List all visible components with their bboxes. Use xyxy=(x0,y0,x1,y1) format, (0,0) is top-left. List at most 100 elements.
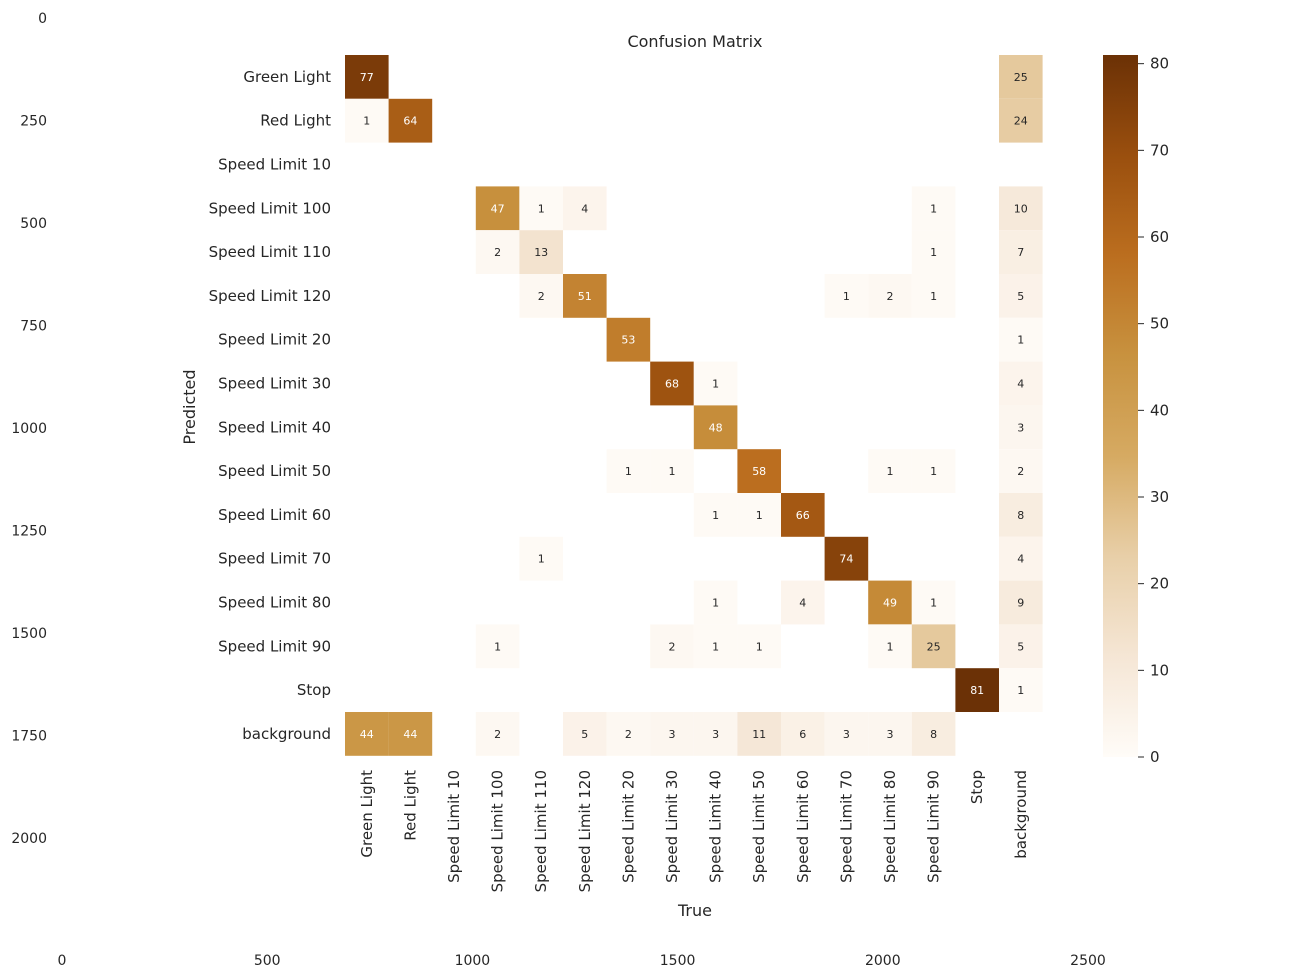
heatmap-cell xyxy=(868,624,912,669)
x-tick-label: background xyxy=(1012,770,1030,859)
cell-value-label: 4 xyxy=(581,202,588,215)
heatmap-cell xyxy=(999,449,1043,493)
cell-value-label: 1 xyxy=(494,640,501,653)
cell-value-label: 5 xyxy=(1017,290,1024,303)
outer-x-tick: 1000 xyxy=(455,953,491,969)
heatmap-cell xyxy=(999,186,1043,231)
heatmap-cell xyxy=(911,580,956,625)
x-tick-label: Speed Limit 120 xyxy=(576,770,594,892)
x-tick-label: Speed Limit 50 xyxy=(750,770,768,883)
cell-value-label: 1 xyxy=(756,640,763,653)
heatmap-cell xyxy=(475,230,520,274)
heatmap-cell xyxy=(693,580,738,625)
y-tick-label: Speed Limit 50 xyxy=(218,462,331,480)
cell-value-label: 1 xyxy=(930,246,937,259)
cell-value-label: 3 xyxy=(712,728,719,741)
cell-value-label: 25 xyxy=(1014,71,1028,84)
heatmap-cell xyxy=(345,98,389,143)
x-tick-label: Speed Limit 30 xyxy=(663,770,681,883)
heatmap-cell xyxy=(693,712,738,756)
y-tick-label: Speed Limit 100 xyxy=(209,199,331,217)
cell-value-label: 2 xyxy=(887,290,894,303)
cell-value-label: 1 xyxy=(625,465,632,478)
heatmap-cell xyxy=(388,98,433,143)
y-tick-label: Stop xyxy=(297,681,331,699)
heatmap-cell xyxy=(345,712,389,756)
cell-value-label: 68 xyxy=(665,378,679,391)
y-tick-label: background xyxy=(242,725,331,743)
cell-value-label: 1 xyxy=(930,465,937,478)
cell-value-label: 3 xyxy=(669,728,676,741)
cell-value-label: 1 xyxy=(887,465,894,478)
y-tick-label: Speed Limit 90 xyxy=(218,637,331,655)
outer-y-tick: 1000 xyxy=(11,421,47,437)
cell-value-label: 53 xyxy=(621,334,635,347)
heatmap-cell xyxy=(606,449,651,493)
heatmap-cell xyxy=(868,449,912,493)
cell-value-label: 58 xyxy=(752,465,766,478)
heatmap-cell xyxy=(737,449,781,493)
cell-value-label: 3 xyxy=(887,728,894,741)
heatmap-cell xyxy=(650,449,694,493)
cell-value-label: 44 xyxy=(360,728,374,741)
heatmap-cell xyxy=(999,493,1043,537)
colorbar-tick-label: 50 xyxy=(1150,315,1169,333)
heatmap-cell xyxy=(911,186,956,231)
chart-title: Confusion Matrix xyxy=(627,32,762,51)
outer-x-tick: 500 xyxy=(254,953,281,969)
cell-value-label: 7 xyxy=(1017,246,1024,259)
cell-value-label: 1 xyxy=(712,378,719,391)
cell-value-label: 48 xyxy=(709,421,723,434)
cell-value-label: 8 xyxy=(930,728,937,741)
cell-value-label: 47 xyxy=(491,202,505,215)
heatmap-cell xyxy=(781,493,825,537)
heatmap-cell xyxy=(563,186,607,231)
x-tick-label: Speed Limit 110 xyxy=(532,770,550,892)
x-tick-label: Speed Limit 40 xyxy=(707,770,725,883)
outer-y-tick: 1250 xyxy=(11,524,47,540)
x-tick-label: Speed Limit 20 xyxy=(619,770,637,883)
cell-value-label: 4 xyxy=(799,597,806,610)
colorbar-tick-label: 0 xyxy=(1150,748,1160,766)
cell-value-label: 1 xyxy=(669,465,676,478)
heatmap-cell xyxy=(868,580,912,625)
cell-value-label: 1 xyxy=(1017,334,1024,347)
outer-y-tick: 500 xyxy=(20,216,47,232)
cell-value-label: 2 xyxy=(625,728,632,741)
colorbar xyxy=(1103,55,1138,757)
cell-value-label: 77 xyxy=(360,71,374,84)
colorbar-tick-label: 10 xyxy=(1150,661,1169,679)
y-tick-label: Speed Limit 30 xyxy=(218,375,331,393)
cell-value-label: 3 xyxy=(843,728,850,741)
colorbar-tick-label: 30 xyxy=(1150,488,1169,506)
cell-value-label: 1 xyxy=(712,640,719,653)
heatmap-cells xyxy=(345,55,1043,756)
heatmap-cell xyxy=(475,186,520,231)
cell-value-label: 25 xyxy=(927,640,941,653)
heatmap-cell xyxy=(519,274,563,318)
heatmap-cell xyxy=(824,536,869,581)
y-tick-label: Speed Limit 10 xyxy=(218,156,331,174)
cell-value-label: 24 xyxy=(1014,115,1028,128)
heatmap-cell xyxy=(693,493,738,537)
colorbar-tick-label: 20 xyxy=(1150,575,1169,593)
y-tick-label: Green Light xyxy=(243,68,331,86)
cell-value-label: 2 xyxy=(1017,465,1024,478)
y-tick-label: Speed Limit 40 xyxy=(218,418,331,436)
cell-value-label: 81 xyxy=(970,684,984,697)
cell-value-label: 1 xyxy=(712,597,719,610)
outer-y-tick: 1500 xyxy=(11,626,47,642)
colorbar-tick-label: 70 xyxy=(1150,141,1169,159)
colorbar-tick-label: 80 xyxy=(1150,55,1169,73)
heatmap-cell xyxy=(475,712,520,756)
heatmap-cell xyxy=(781,712,825,756)
heatmap-cell xyxy=(999,405,1043,450)
cell-value-label: 4 xyxy=(1017,553,1024,566)
cell-value-label: 2 xyxy=(538,290,545,303)
heatmap-cell xyxy=(475,624,520,669)
heatmap-cell xyxy=(388,712,433,756)
heatmap-cell xyxy=(911,449,956,493)
cell-value-label: 64 xyxy=(403,115,417,128)
